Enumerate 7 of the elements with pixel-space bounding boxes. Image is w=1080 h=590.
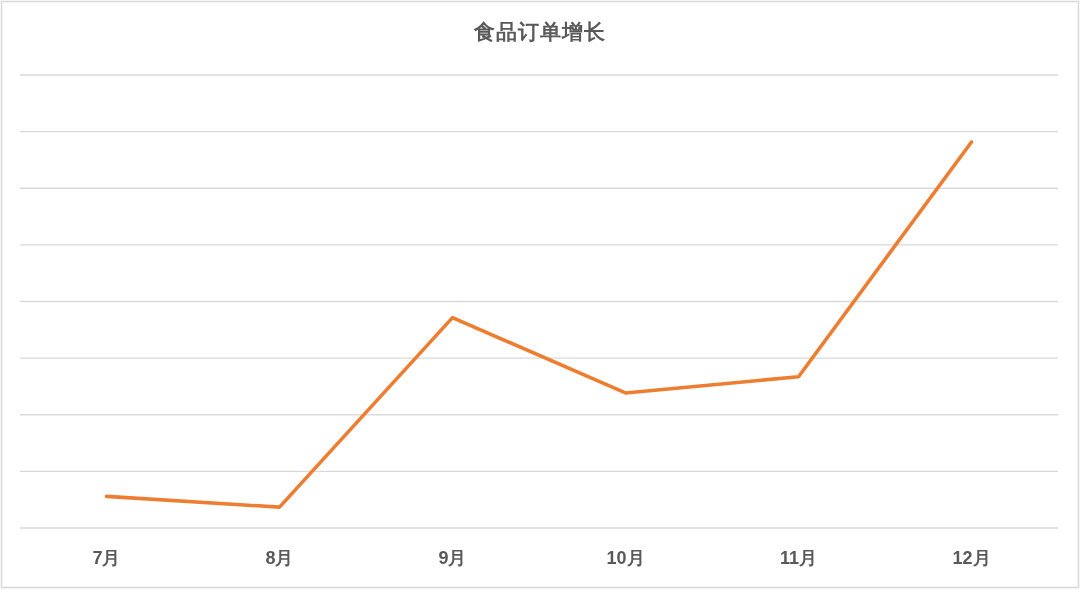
x-tick-label: 9月 xyxy=(438,548,467,568)
x-tick-label: 10月 xyxy=(606,548,645,568)
x-tick-label: 11月 xyxy=(779,548,818,568)
x-tick-label: 12月 xyxy=(952,548,991,568)
x-tick-label: 7月 xyxy=(92,548,121,568)
chart-title: 食品订单增长 xyxy=(473,20,606,43)
x-tick-label: 8月 xyxy=(265,548,294,568)
